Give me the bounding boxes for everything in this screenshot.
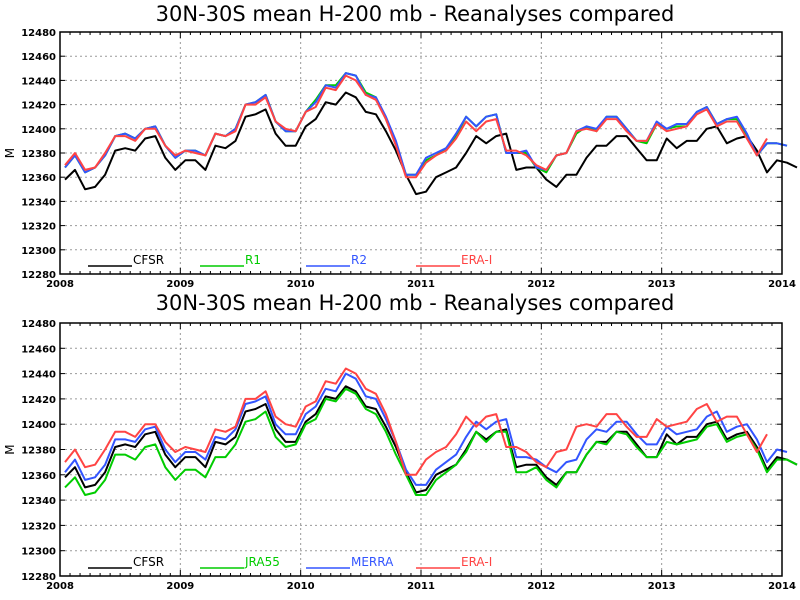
y-tick-label: 12280 xyxy=(21,572,56,583)
y-tick-label: 12460 xyxy=(21,52,56,63)
x-tick-label: 2014 xyxy=(768,279,796,290)
series-line-cfsr xyxy=(64,91,798,196)
x-tick-label: 2009 xyxy=(166,279,194,290)
y-tick-label: 12360 xyxy=(21,471,56,482)
series-line-cfsr xyxy=(64,385,798,494)
top-chart-title: 30N-30S mean H-200 mb - Reanalyses compa… xyxy=(156,2,675,26)
y-tick-label: 12380 xyxy=(21,446,56,457)
x-tick-label: 2010 xyxy=(287,581,315,592)
y-tick-label: 12360 xyxy=(21,173,56,184)
x-tick-label: 2008 xyxy=(46,581,74,592)
legend-label: ERA-I xyxy=(461,253,492,267)
series-line-jra55 xyxy=(64,387,798,496)
series-line-era-i xyxy=(64,74,768,179)
y-axis-label: M xyxy=(3,444,17,454)
x-tick-label: 2011 xyxy=(407,279,435,290)
top-panel: 30N-30S mean H-200 mb - Reanalyses compa… xyxy=(3,2,798,290)
x-tick-label: 2014 xyxy=(768,581,796,592)
x-tick-label: 2012 xyxy=(527,581,555,592)
legend-label: JRA55 xyxy=(244,555,280,569)
x-tick-label: 2010 xyxy=(287,279,315,290)
bottom-panel: 30N-30S mean H-200 mb - Reanalyses compa… xyxy=(3,291,798,592)
plot-frame xyxy=(59,31,783,275)
legend-label: CFSR xyxy=(133,253,164,267)
y-tick-label: 12480 xyxy=(21,28,56,39)
x-tick-label: 2013 xyxy=(648,279,676,290)
x-tick-label: 2012 xyxy=(527,279,555,290)
legend-label: R2 xyxy=(351,253,367,267)
y-tick-label: 12300 xyxy=(21,246,56,257)
y-tick-label: 12320 xyxy=(21,521,56,532)
x-tick-label: 2009 xyxy=(166,581,194,592)
y-tick-label: 12280 xyxy=(21,270,56,281)
y-tick-label: 12420 xyxy=(21,395,56,406)
legend-label: R1 xyxy=(245,253,261,267)
y-tick-label: 12340 xyxy=(21,496,56,507)
y-tick-label: 12420 xyxy=(21,101,56,112)
plot-frame xyxy=(59,322,783,577)
x-tick-label: 2008 xyxy=(46,279,74,290)
y-tick-label: 12300 xyxy=(21,547,56,558)
series-line-merra xyxy=(64,372,788,486)
y-axis-label: M xyxy=(3,148,17,158)
y-tick-label: 12480 xyxy=(21,319,56,330)
series-line-r2 xyxy=(64,72,788,176)
y-tick-label: 12320 xyxy=(21,222,56,233)
legend-label: MERRA xyxy=(351,555,394,569)
y-tick-label: 12460 xyxy=(21,344,56,355)
y-tick-label: 12340 xyxy=(21,197,56,208)
y-tick-label: 12440 xyxy=(21,76,56,87)
y-tick-label: 12380 xyxy=(21,149,56,160)
x-tick-label: 2011 xyxy=(407,581,435,592)
legend-label: CFSR xyxy=(133,555,164,569)
y-tick-label: 12400 xyxy=(21,125,56,136)
y-tick-label: 12440 xyxy=(21,370,56,381)
y-tick-label: 12400 xyxy=(21,420,56,431)
x-tick-label: 2013 xyxy=(648,581,676,592)
bottom-chart-title: 30N-30S mean H-200 mb - Reanalyses compa… xyxy=(156,291,675,315)
legend-label: ERA-I xyxy=(461,555,492,569)
series-line-era-i xyxy=(64,367,768,476)
